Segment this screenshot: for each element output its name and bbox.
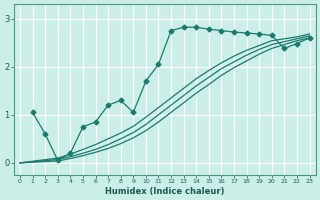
X-axis label: Humidex (Indice chaleur): Humidex (Indice chaleur) xyxy=(105,187,225,196)
